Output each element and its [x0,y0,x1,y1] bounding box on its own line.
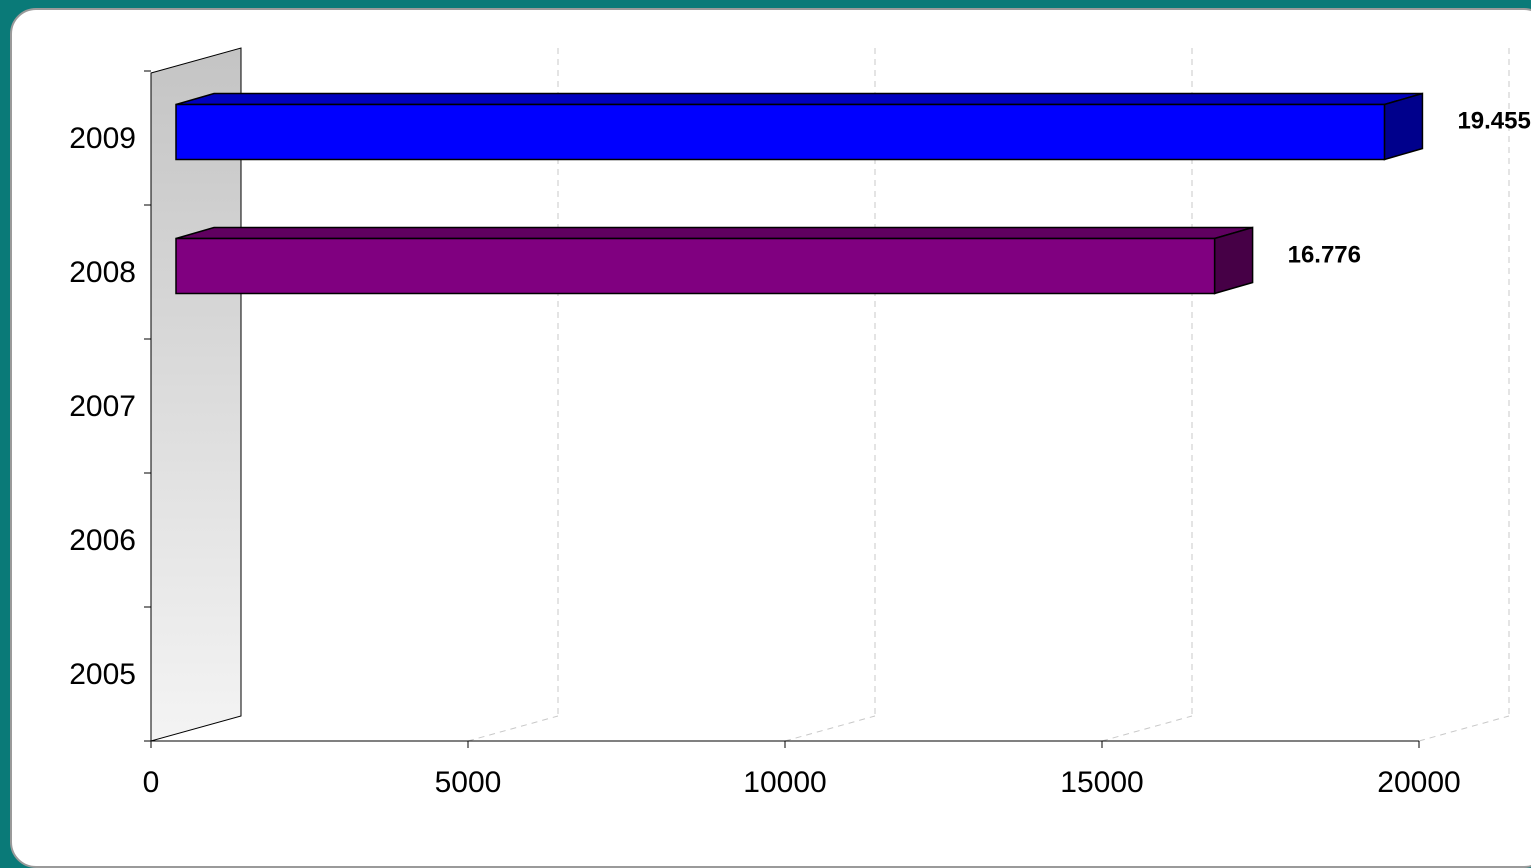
y-tick-label: 2005 [69,658,136,691]
bar-2009 [175,92,1424,161]
x-tick-label: 15000 [1060,766,1143,799]
y-tick-label: 2007 [69,390,136,423]
floor-gridline [1101,715,1193,742]
bar-front-face [175,103,1386,161]
bar-side-face [1383,92,1424,161]
chart-panel: 0 5000 10000 15000 20000 2005 2006 2007 2008 2009… [10,8,1531,868]
data-label: 16.776 [1288,242,1361,269]
y-tick-label: 2009 [69,122,136,155]
bar-front-face [175,237,1216,295]
data-label: 19.455 [1457,108,1530,135]
bar-side-face [1213,226,1254,295]
x-tick-label: 20000 [1377,766,1460,799]
bar-2008 [175,226,1254,295]
bar-top-face [175,92,1423,106]
floor-gridline [467,715,559,742]
bar-top-face [175,226,1253,240]
bar-chart: 0 5000 10000 15000 20000 2005 2006 2007 2008 2009… [69,47,1531,799]
y-tick-label: 2006 [69,524,136,557]
floor-gridline [1418,715,1510,742]
x-tick-label: 5000 [435,766,502,799]
floor-gridline [784,715,876,742]
x-tick-label: 10000 [743,766,826,799]
x-tick-label: 0 [143,766,160,799]
y-tick-label: 2008 [69,256,136,289]
